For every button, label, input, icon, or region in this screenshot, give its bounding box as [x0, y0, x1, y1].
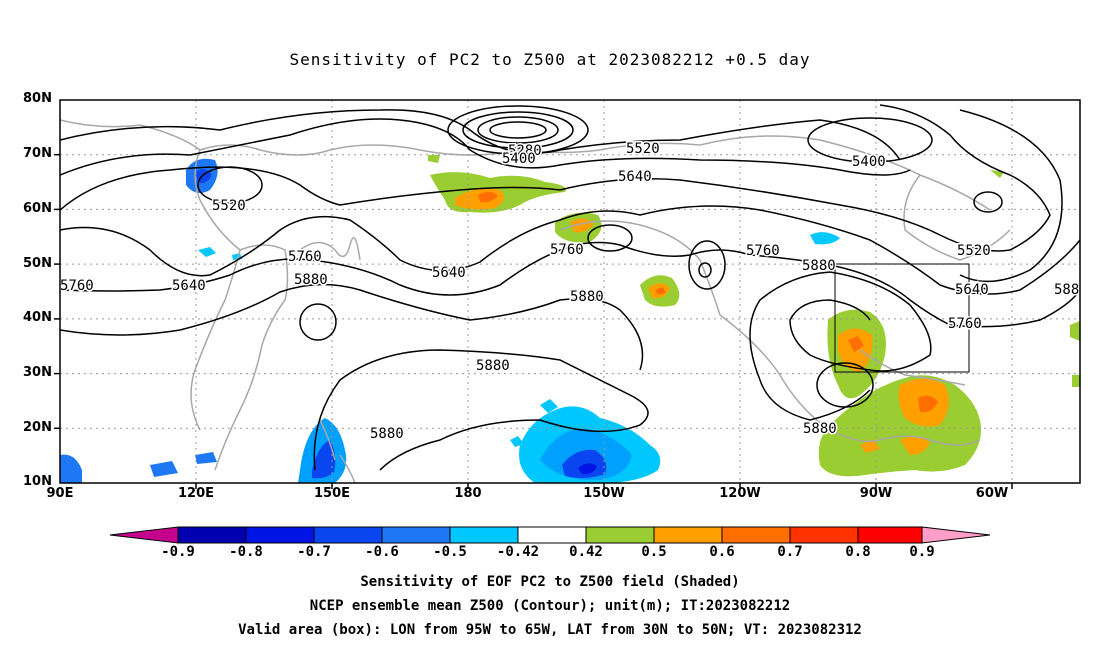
lat-label: 70N: [23, 146, 52, 161]
lon-label: 150W: [583, 486, 625, 501]
colorbar-label: -0.5: [433, 544, 467, 560]
z500-contours: [60, 104, 1080, 471]
lon-label: 90E: [46, 486, 74, 501]
lon-label: 90W: [859, 486, 893, 501]
contour-label: 5760: [550, 242, 584, 258]
lat-label: 10N: [23, 474, 52, 489]
contour-label: 5640: [955, 282, 989, 298]
colorbar-label: -0.9: [161, 544, 195, 560]
colorbar-swatch: [721, 526, 791, 544]
lat-label: 40N: [23, 310, 52, 325]
colorbar-swatch: [313, 526, 383, 544]
sensitivity-shading: [60, 155, 1080, 483]
contour-label: 5880: [476, 358, 510, 374]
colorbar-lower-triangle: [109, 526, 179, 544]
caption-valid-area: Valid area (box): LON from 95W to 65W, L…: [238, 622, 862, 638]
colorbar-swatch: [449, 526, 519, 544]
colorbar-swatch: [857, 526, 923, 544]
colorbar-label: 0.5: [641, 544, 667, 560]
axis-ticks: [54, 153, 1013, 489]
map-border: [59, 99, 1081, 484]
chart-title: Sensitivity of PC2 to Z500 at 2023082212…: [289, 50, 811, 69]
colorbar-upper-triangle: [921, 526, 991, 544]
contour-label: 5880: [570, 289, 604, 305]
lon-label: 150E: [313, 486, 351, 501]
contour-label: 5280: [508, 143, 542, 159]
contour-label: 5640: [432, 265, 466, 281]
contour-label: 5400: [502, 151, 536, 167]
contour-label: 5760: [746, 243, 780, 259]
contour-label: 5640: [172, 278, 206, 294]
lat-label: 20N: [23, 420, 52, 435]
lon-label: 120W: [719, 486, 761, 501]
contour-label: 5760: [60, 278, 94, 294]
colorbar-swatch: [789, 526, 859, 544]
contour-label: 5520: [212, 198, 246, 214]
contour-label: 5520: [957, 243, 991, 259]
lat-label: 80N: [23, 91, 52, 106]
colorbar-label: 0.6: [709, 544, 735, 560]
colorbar-swatch: [381, 526, 451, 544]
lat-label: 30N: [23, 365, 52, 380]
colorbar-label: -0.6: [365, 544, 399, 560]
lat-label: 60N: [23, 201, 52, 216]
contour-label: 5880: [370, 426, 404, 442]
colorbar-swatch: [653, 526, 723, 544]
lat-label: 50N: [23, 256, 52, 271]
contour-label: 5760: [288, 249, 322, 265]
colorbar-label: 0.7: [777, 544, 803, 560]
caption-contour: NCEP ensemble mean Z500 (Contour); unit(…: [309, 598, 791, 614]
colorbar: [109, 526, 991, 544]
contour-label: 5880: [803, 421, 837, 437]
colorbar-swatch: [177, 526, 247, 544]
colorbar-label: 0.9: [909, 544, 935, 560]
valid-area-box: [834, 263, 970, 373]
colorbar-label: -0.42: [496, 544, 540, 560]
colorbar-label: 0.42: [569, 544, 603, 560]
colorbar-swatch: [585, 526, 655, 544]
colorbar-swatch: [517, 526, 587, 544]
contour-label: 5760: [948, 316, 982, 332]
contour-label: 588: [1054, 282, 1079, 298]
contour-labels: 5280 5400 5520 5640 5400 5520 5640 5760 …: [59, 140, 1081, 444]
caption-shading: Sensitivity of EOF PC2 to Z500 field (Sh…: [360, 574, 740, 590]
contour-label: 5880: [802, 258, 836, 274]
lon-label: 120E: [177, 486, 215, 501]
colorbar-label: -0.7: [297, 544, 331, 560]
colorbar-swatch: [245, 526, 315, 544]
contour-label: 5880: [294, 272, 328, 288]
graticule: [60, 100, 1080, 483]
lon-label: 180: [454, 486, 482, 501]
colorbar-label: -0.8: [229, 544, 263, 560]
lon-label: 60W: [975, 486, 1009, 501]
contour-label: 5400: [852, 154, 886, 170]
contour-label: 5640: [618, 169, 652, 185]
contour-label: 5520: [626, 141, 660, 157]
colorbar-label: 0.8: [845, 544, 871, 560]
